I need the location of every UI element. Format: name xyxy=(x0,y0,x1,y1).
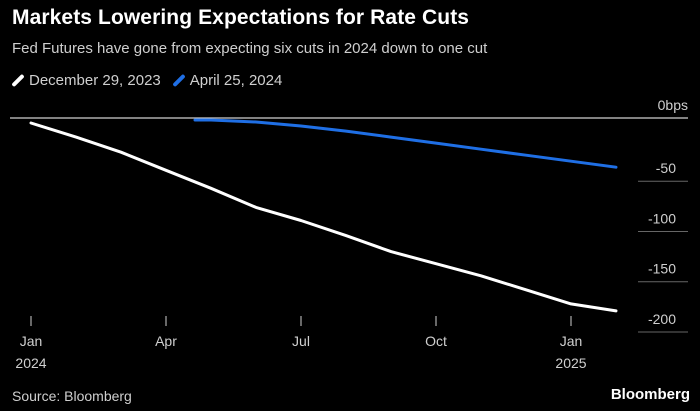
legend-item-april: April 25, 2024 xyxy=(172,72,283,89)
y-tick-label-0: 0bps xyxy=(658,97,688,113)
x-tick-label-2: Jul xyxy=(292,333,310,349)
x-tick-label-3: Oct xyxy=(425,333,447,349)
y-tick-label-1: -50 xyxy=(656,160,676,176)
legend-label-april: April 25, 2024 xyxy=(189,72,283,89)
series-line-1 xyxy=(193,118,618,169)
source-note: Source: Bloomberg xyxy=(12,388,132,404)
x-tick-label-1: Apr xyxy=(155,333,177,349)
chart-title: Markets Lowering Expectations for Rate C… xyxy=(12,6,470,29)
chart-legend: December 29, 2023 April 25, 2024 xyxy=(11,72,294,89)
x-tick-sublabel-0: 2024 xyxy=(15,355,46,371)
x-tick-label-4: Jan xyxy=(560,333,583,349)
y-tick-label-2: -100 xyxy=(648,210,676,226)
y-tick-label-4: -200 xyxy=(648,311,676,327)
bloomberg-logo: Bloomberg xyxy=(610,386,690,403)
x-tick-label-0: Jan xyxy=(20,333,43,349)
y-tick-label-3: -150 xyxy=(648,261,676,277)
legend-label-december: December 29, 2023 xyxy=(29,72,161,89)
series-line-0 xyxy=(29,121,618,313)
chart-subtitle: Fed Futures have gone from expecting six… xyxy=(12,40,488,57)
x-tick-sublabel-4: 2025 xyxy=(555,355,586,371)
legend-item-december: December 29, 2023 xyxy=(11,72,161,89)
